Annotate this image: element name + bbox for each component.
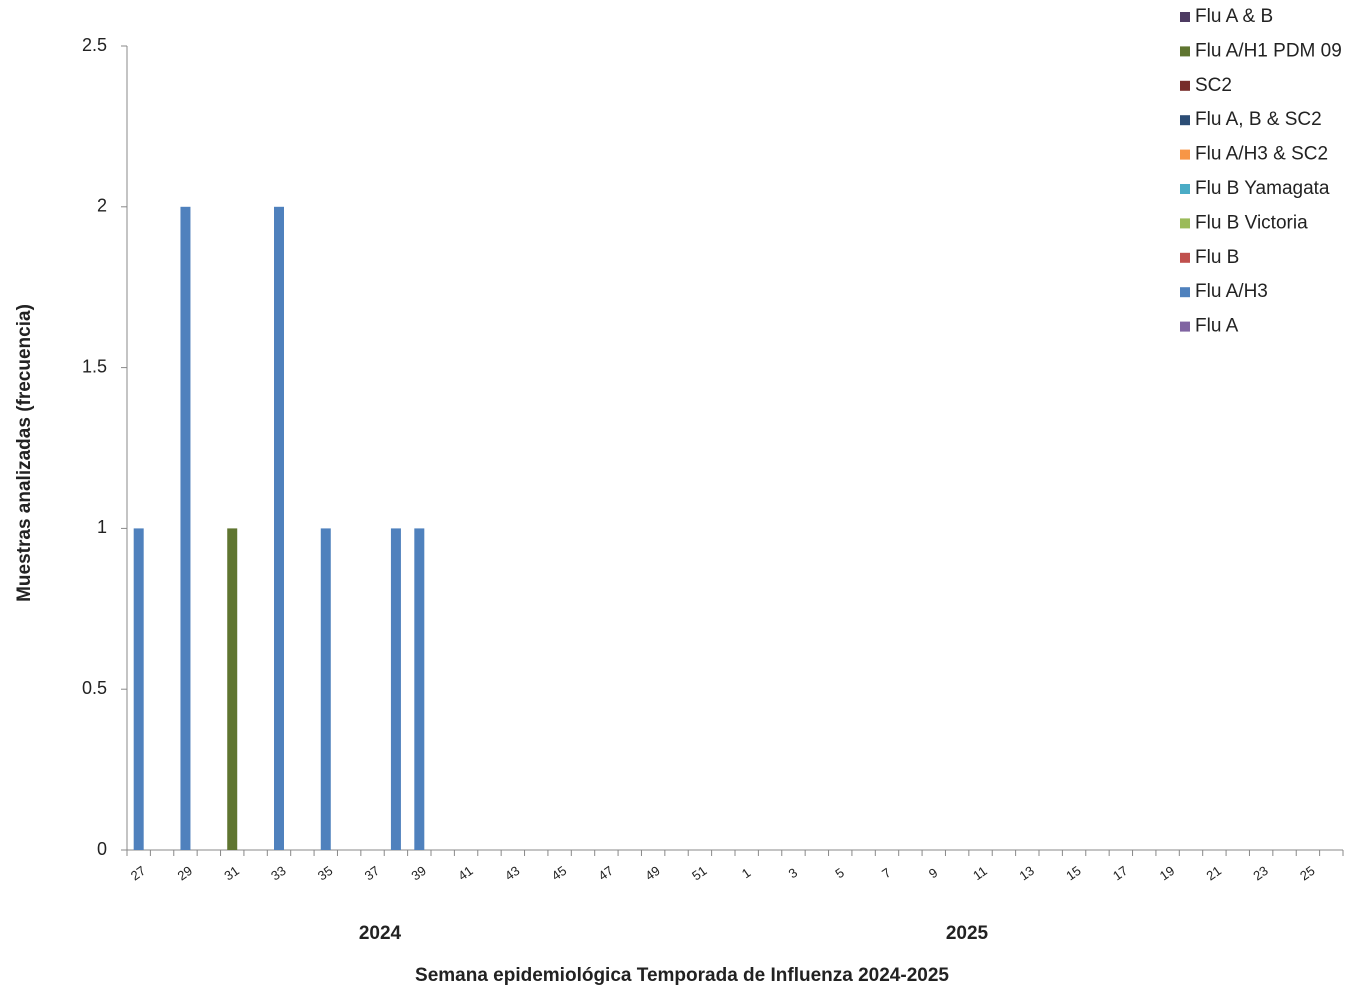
x-tick-label: 37 [362, 863, 382, 884]
x-tick-label: 35 [315, 863, 335, 884]
x-tick-label: 31 [221, 863, 241, 884]
y-tick-label: 0.5 [82, 678, 107, 698]
x-tick-label: 51 [689, 863, 709, 884]
legend-swatch [1180, 115, 1190, 126]
legend-swatch [1180, 80, 1190, 91]
legend-swatch [1180, 287, 1190, 298]
legend-swatch [1180, 184, 1190, 194]
x-tick-label: 17 [1110, 863, 1130, 884]
x-tick-label: 25 [1297, 863, 1317, 884]
x-tick-label: 27 [128, 863, 148, 884]
x-tick-label: 29 [175, 863, 195, 884]
legend-label: SC2 [1195, 75, 1232, 96]
group-label: 2025 [946, 923, 989, 944]
bar [133, 528, 144, 850]
legend-label: Flu A [1195, 316, 1239, 337]
x-tick-label: 39 [408, 863, 428, 884]
legend-label: Flu A/H3 [1195, 281, 1268, 302]
y-tick-label: 1 [97, 517, 107, 537]
legend-label: Flu B Victoria [1195, 212, 1308, 233]
group-label: 2024 [359, 923, 402, 944]
x-tick-label: 1 [739, 865, 754, 881]
x-tick-label: 11 [970, 863, 990, 883]
legend-label: Flu A, B & SC2 [1195, 109, 1322, 130]
y-tick-label: 2.5 [82, 35, 107, 55]
x-tick-label: 47 [596, 863, 616, 884]
legend-label: Flu B Yamagata [1195, 178, 1330, 199]
legend-label: Flu A/H3 & SC2 [1195, 144, 1328, 165]
x-tick-label: 41 [455, 863, 475, 884]
x-tick-label: 7 [879, 865, 894, 881]
bar [414, 528, 425, 850]
y-axis-title: Muestras analizadas (frecuencia) [14, 304, 35, 602]
x-tick-label: 19 [1157, 863, 1177, 884]
x-tick-label: 5 [832, 865, 847, 881]
y-tick-label: 2 [97, 196, 107, 216]
legend-label: Flu B [1195, 247, 1239, 268]
x-tick-label: 33 [268, 863, 288, 884]
x-tick-label: 9 [926, 865, 941, 881]
legend-swatch [1180, 149, 1190, 160]
bar [320, 528, 331, 850]
legend-swatch [1180, 321, 1190, 332]
x-tick-label: 13 [1016, 863, 1036, 884]
bar [180, 206, 191, 851]
legend-label: Flu A/H1 PDM 09 [1195, 40, 1342, 61]
legend-swatch [1180, 12, 1190, 22]
x-axis-title: Semana epidemiológica Temporada de Influ… [415, 965, 949, 986]
legend-label: Flu A & B [1195, 6, 1273, 27]
bar [390, 528, 401, 850]
x-tick-label: 45 [549, 863, 569, 884]
y-tick-label: 1.5 [82, 356, 107, 376]
legend-swatch [1180, 252, 1190, 263]
x-tick-label: 23 [1250, 863, 1270, 884]
y-tick-label: 0 [97, 839, 107, 859]
x-tick-label: 3 [786, 865, 801, 881]
x-tick-label: 49 [642, 863, 662, 884]
bar [274, 206, 284, 851]
x-tick-label: 21 [1204, 863, 1224, 884]
legend-swatch [1180, 46, 1190, 57]
x-tick-label: 15 [1063, 863, 1083, 884]
bar [227, 528, 238, 850]
x-tick-label: 43 [502, 863, 522, 884]
legend-swatch [1180, 218, 1190, 229]
